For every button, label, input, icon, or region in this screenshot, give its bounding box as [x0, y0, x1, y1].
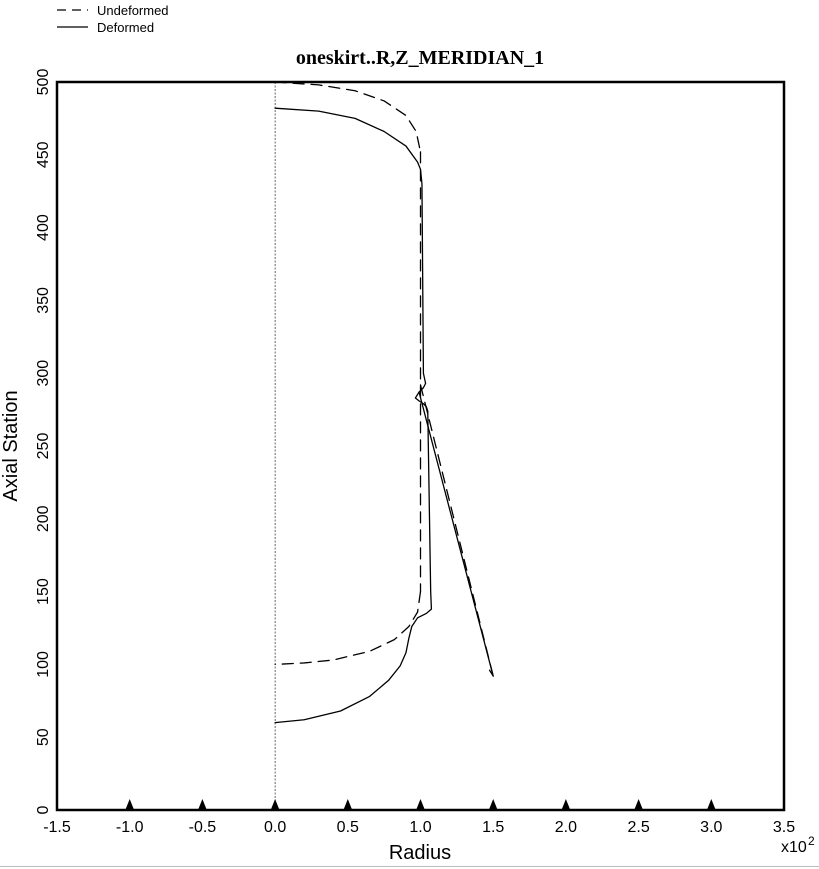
series-layer: [274, 81, 494, 724]
y-tick-label-1: 50: [35, 728, 52, 746]
y-tick-label-3: 150: [35, 578, 52, 605]
y-tick-label-8: 400: [35, 214, 52, 241]
y-axis-title: Axial Station: [0, 390, 22, 501]
x-axis-marker-4: [416, 799, 425, 809]
x-tick-label-2: -0.5: [189, 819, 217, 836]
x-axis-marker-3: [343, 799, 352, 809]
x-axis-marker-1: [198, 799, 207, 809]
marker-layer: [125, 799, 716, 809]
x-multiplier-label: x10: [781, 839, 807, 856]
series-deformed-segment-0: [274, 107, 433, 724]
chart-title: oneskirt..R,Z_MERIDIAN_1: [296, 47, 544, 69]
bottom-divider: [0, 866, 819, 867]
x-multiplier-exponent: 2: [808, 834, 815, 848]
x-tick-label-5: 1.0: [409, 819, 431, 836]
x-tick-label-3: 0.0: [264, 819, 286, 836]
series-undeformed-segment-3: [419, 384, 494, 677]
series-deformed-segment-1: [418, 391, 494, 677]
legend: Undeformed Deformed: [57, 3, 169, 35]
y-tick-label-0: 0: [35, 805, 52, 814]
y-tick-label-6: 300: [35, 360, 52, 387]
x-axis-marker-5: [489, 799, 498, 809]
plot-frame: [55, 80, 786, 812]
y-tick-layer: 0 50 100 150 200 250 300 350 400 450 500: [35, 69, 52, 815]
y-tick-label-10: 500: [35, 69, 52, 96]
y-tick-label-7: 350: [35, 287, 52, 314]
y-tick-label-5: 250: [35, 433, 52, 460]
x-tick-label-10: 3.5: [773, 819, 795, 836]
x-axis-title: Radius: [389, 842, 451, 864]
x-tick-label-7: 2.0: [555, 819, 577, 836]
legend-label-deformed: Deformed: [97, 20, 154, 35]
series-undeformed-segment-0: [274, 81, 422, 153]
y-tick-label-4: 200: [35, 505, 52, 532]
x-tick-label-6: 1.5: [482, 819, 504, 836]
x-tick-label-0: -1.5: [43, 819, 71, 836]
x-tick-label-8: 2.5: [627, 819, 649, 836]
x-axis-marker-7: [634, 799, 643, 809]
x-axis-marker-8: [707, 799, 716, 809]
x-axis-marker-6: [561, 799, 570, 809]
x-tick-label-1: -1.0: [116, 819, 144, 836]
y-tick-label-2: 100: [35, 651, 52, 678]
x-axis-marker-0: [125, 799, 134, 809]
x-axis-marker-2: [271, 799, 280, 809]
x-tick-label-4: 0.5: [337, 819, 359, 836]
y-tick-label-9: 450: [35, 141, 52, 168]
series-undeformed-segment-2: [274, 590, 422, 666]
x-tick-label-9: 3.0: [700, 819, 722, 836]
series-deformed-segment-2: [488, 669, 494, 677]
x-tick-layer: -1.5 -1.0 -0.5 0.0 0.5 1.0 1.5 2.0 2.5 3.0 3.5: [43, 819, 795, 836]
legend-label-undeformed: Undeformed: [97, 3, 169, 18]
